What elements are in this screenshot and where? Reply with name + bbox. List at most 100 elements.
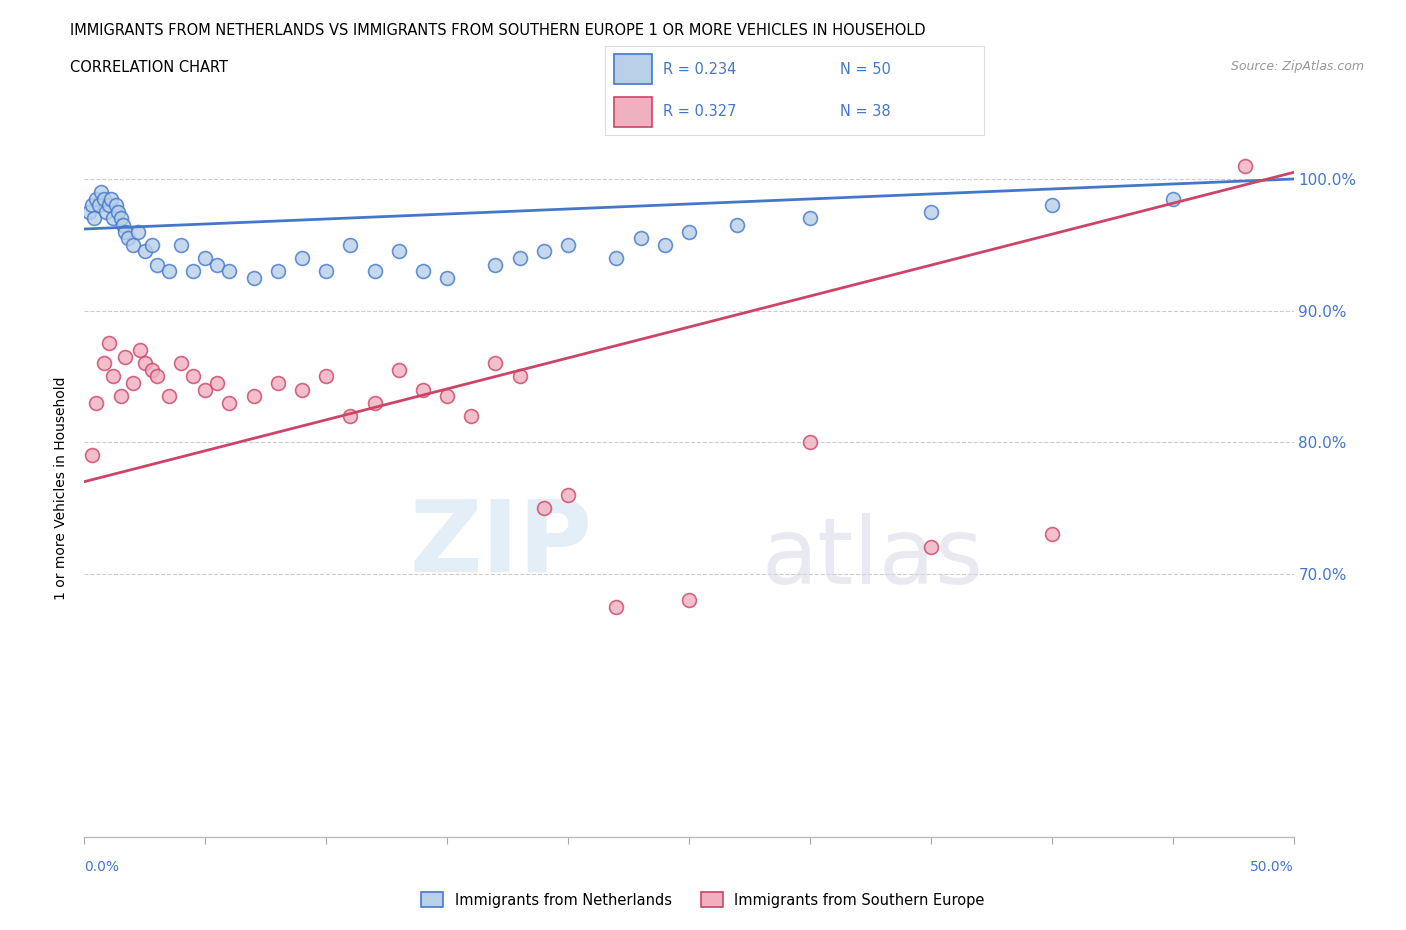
- Point: [678, 592, 700, 607]
- Point: [388, 244, 411, 259]
- Point: [170, 356, 193, 371]
- Point: [725, 218, 748, 232]
- Point: [94, 205, 117, 219]
- Point: [121, 237, 143, 252]
- Text: R = 0.327: R = 0.327: [664, 104, 737, 119]
- Point: [557, 237, 579, 252]
- Point: [107, 205, 129, 219]
- Point: [630, 231, 652, 246]
- Text: Source: ZipAtlas.com: Source: ZipAtlas.com: [1230, 60, 1364, 73]
- Y-axis label: 1 or more Vehicles in Household: 1 or more Vehicles in Household: [55, 377, 69, 600]
- Point: [654, 237, 676, 252]
- Point: [1161, 192, 1184, 206]
- Point: [181, 369, 204, 384]
- Point: [291, 382, 314, 397]
- Point: [242, 389, 264, 404]
- Text: 50.0%: 50.0%: [1250, 860, 1294, 874]
- Text: atlas: atlas: [762, 513, 983, 603]
- Legend: Immigrants from Netherlands, Immigrants from Southern Europe: Immigrants from Netherlands, Immigrants …: [415, 886, 991, 913]
- Point: [90, 185, 112, 200]
- Point: [509, 369, 531, 384]
- Text: N = 38: N = 38: [839, 104, 890, 119]
- Point: [146, 257, 169, 272]
- Point: [141, 363, 163, 378]
- Point: [83, 211, 105, 226]
- Point: [339, 237, 361, 252]
- Point: [363, 395, 385, 410]
- Point: [93, 356, 115, 371]
- Point: [103, 369, 125, 384]
- Point: [533, 244, 555, 259]
- Point: [605, 250, 627, 265]
- Point: [436, 271, 458, 286]
- Point: [484, 257, 506, 272]
- Point: [509, 250, 531, 265]
- Point: [181, 264, 204, 279]
- Point: [1040, 527, 1063, 542]
- Point: [129, 342, 152, 357]
- FancyBboxPatch shape: [614, 55, 652, 85]
- Point: [242, 271, 264, 286]
- Point: [557, 487, 579, 502]
- Point: [97, 198, 120, 213]
- Point: [127, 224, 149, 239]
- Point: [207, 376, 229, 391]
- Point: [363, 264, 385, 279]
- Point: [77, 205, 100, 219]
- Point: [194, 250, 217, 265]
- Point: [291, 250, 314, 265]
- Point: [920, 540, 942, 555]
- Point: [97, 336, 120, 351]
- Point: [100, 192, 122, 206]
- Point: [207, 257, 229, 272]
- Point: [170, 237, 193, 252]
- Point: [80, 198, 103, 213]
- Point: [799, 434, 821, 449]
- Point: [412, 264, 434, 279]
- Point: [799, 211, 821, 226]
- Point: [157, 264, 180, 279]
- Point: [605, 599, 627, 614]
- Point: [103, 211, 125, 226]
- Point: [194, 382, 217, 397]
- Point: [117, 231, 139, 246]
- Point: [80, 448, 103, 463]
- Point: [388, 363, 411, 378]
- FancyBboxPatch shape: [614, 97, 652, 126]
- Point: [86, 395, 108, 410]
- Point: [134, 356, 156, 371]
- Point: [533, 500, 555, 515]
- Point: [920, 205, 942, 219]
- Text: N = 50: N = 50: [839, 62, 891, 77]
- Point: [678, 224, 700, 239]
- Point: [157, 389, 180, 404]
- Point: [1234, 158, 1257, 173]
- Point: [484, 356, 506, 371]
- Point: [134, 244, 156, 259]
- Point: [114, 349, 136, 364]
- Point: [114, 224, 136, 239]
- Point: [86, 192, 108, 206]
- Point: [218, 264, 240, 279]
- Point: [460, 408, 482, 423]
- Point: [267, 376, 290, 391]
- Text: IMMIGRANTS FROM NETHERLANDS VS IMMIGRANTS FROM SOUTHERN EUROPE 1 OR MORE VEHICLE: IMMIGRANTS FROM NETHERLANDS VS IMMIGRANT…: [70, 23, 927, 38]
- Point: [436, 389, 458, 404]
- Point: [267, 264, 290, 279]
- Point: [218, 395, 240, 410]
- Point: [112, 218, 135, 232]
- Point: [87, 198, 110, 213]
- Point: [141, 237, 163, 252]
- Point: [339, 408, 361, 423]
- Point: [315, 264, 337, 279]
- Point: [121, 376, 143, 391]
- Text: ZIP: ZIP: [409, 496, 592, 592]
- Point: [110, 211, 132, 226]
- Point: [110, 389, 132, 404]
- Text: 0.0%: 0.0%: [84, 860, 120, 874]
- Point: [1040, 198, 1063, 213]
- Point: [315, 369, 337, 384]
- Point: [146, 369, 169, 384]
- Point: [93, 192, 115, 206]
- Point: [104, 198, 127, 213]
